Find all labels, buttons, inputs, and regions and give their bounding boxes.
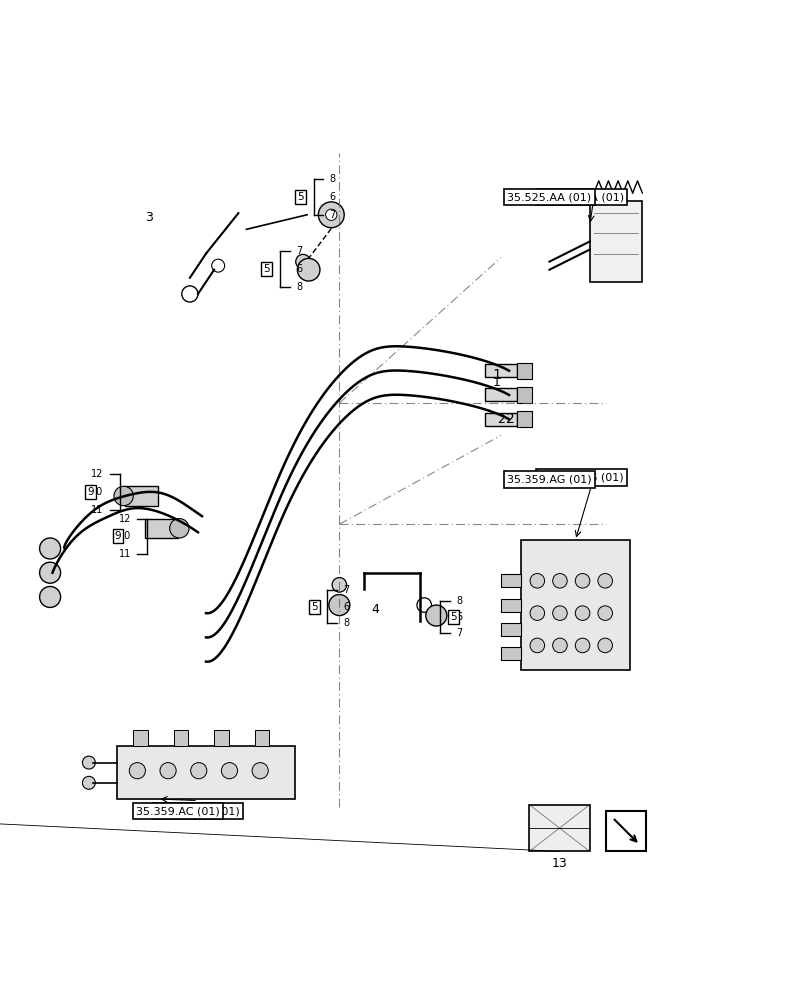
Circle shape <box>530 606 545 620</box>
FancyBboxPatch shape <box>501 623 521 636</box>
Circle shape <box>318 202 344 228</box>
FancyBboxPatch shape <box>174 730 188 746</box>
Text: 1: 1 <box>493 368 501 382</box>
Circle shape <box>221 763 238 779</box>
Circle shape <box>553 574 567 588</box>
Circle shape <box>40 538 61 559</box>
Text: 9: 9 <box>115 531 121 541</box>
Circle shape <box>326 209 337 220</box>
Text: 7: 7 <box>297 246 303 256</box>
Text: 35.359.AG (01): 35.359.AG (01) <box>507 475 591 485</box>
Text: 10: 10 <box>119 531 131 541</box>
Text: 6: 6 <box>343 602 350 612</box>
Circle shape <box>530 574 545 588</box>
FancyBboxPatch shape <box>485 388 517 401</box>
FancyBboxPatch shape <box>125 486 158 506</box>
Text: 35.359.AG (01): 35.359.AG (01) <box>540 472 624 482</box>
Text: 6: 6 <box>297 264 303 274</box>
Circle shape <box>575 574 590 588</box>
Circle shape <box>598 574 612 588</box>
FancyBboxPatch shape <box>529 805 590 851</box>
Circle shape <box>160 763 176 779</box>
Text: 4: 4 <box>372 603 380 616</box>
FancyBboxPatch shape <box>255 730 269 746</box>
FancyBboxPatch shape <box>501 599 521 612</box>
Text: 8: 8 <box>330 174 336 184</box>
FancyBboxPatch shape <box>117 746 295 799</box>
Text: 9: 9 <box>87 487 94 497</box>
Text: 11: 11 <box>119 549 131 559</box>
Circle shape <box>575 638 590 653</box>
Circle shape <box>553 638 567 653</box>
Text: 13: 13 <box>552 857 567 870</box>
FancyBboxPatch shape <box>485 364 517 377</box>
Circle shape <box>129 763 145 779</box>
Text: 5: 5 <box>450 612 457 622</box>
Text: 7: 7 <box>330 210 336 220</box>
Circle shape <box>575 606 590 620</box>
Circle shape <box>82 756 95 769</box>
Text: 10: 10 <box>91 487 103 497</box>
Text: 5: 5 <box>263 264 270 274</box>
Text: 8: 8 <box>457 596 463 606</box>
Text: 35.359.AC (01): 35.359.AC (01) <box>136 806 220 816</box>
FancyBboxPatch shape <box>517 387 532 403</box>
Text: 35.359.AC (01): 35.359.AC (01) <box>156 806 240 816</box>
Circle shape <box>297 258 320 281</box>
Circle shape <box>40 562 61 583</box>
Text: 8: 8 <box>343 618 350 628</box>
FancyBboxPatch shape <box>590 201 642 282</box>
FancyBboxPatch shape <box>485 413 517 426</box>
Text: 6: 6 <box>457 612 463 622</box>
Text: 2: 2 <box>497 413 505 426</box>
Circle shape <box>82 776 95 789</box>
Circle shape <box>114 486 133 506</box>
Circle shape <box>530 638 545 653</box>
Circle shape <box>553 606 567 620</box>
FancyBboxPatch shape <box>521 540 630 670</box>
Circle shape <box>170 519 189 538</box>
Text: 35.525.AA (01): 35.525.AA (01) <box>507 192 591 202</box>
FancyBboxPatch shape <box>517 363 532 379</box>
Text: 2: 2 <box>507 412 515 426</box>
Text: 3: 3 <box>145 211 154 224</box>
Text: 8: 8 <box>297 282 303 292</box>
Text: 12: 12 <box>91 469 103 479</box>
Circle shape <box>40 586 61 607</box>
Circle shape <box>329 595 350 616</box>
Circle shape <box>182 286 198 302</box>
FancyBboxPatch shape <box>606 811 646 851</box>
Text: 5: 5 <box>311 602 318 612</box>
Circle shape <box>212 259 225 272</box>
Circle shape <box>426 605 447 626</box>
Text: 7: 7 <box>343 585 350 595</box>
Circle shape <box>417 598 431 612</box>
FancyBboxPatch shape <box>517 411 532 427</box>
Circle shape <box>252 763 268 779</box>
Text: 1: 1 <box>493 376 501 389</box>
Text: 11: 11 <box>91 505 103 515</box>
Circle shape <box>191 763 207 779</box>
FancyBboxPatch shape <box>145 519 178 538</box>
Circle shape <box>332 578 347 592</box>
Circle shape <box>598 638 612 653</box>
Text: 5: 5 <box>297 192 304 202</box>
Text: 7: 7 <box>457 628 463 638</box>
Text: 6: 6 <box>330 192 336 202</box>
Text: 35.525.AA (01): 35.525.AA (01) <box>540 192 624 202</box>
FancyBboxPatch shape <box>133 730 148 746</box>
Circle shape <box>598 606 612 620</box>
FancyBboxPatch shape <box>501 574 521 587</box>
Text: 12: 12 <box>119 514 131 524</box>
FancyBboxPatch shape <box>214 730 229 746</box>
Circle shape <box>296 254 310 269</box>
FancyBboxPatch shape <box>501 647 521 660</box>
